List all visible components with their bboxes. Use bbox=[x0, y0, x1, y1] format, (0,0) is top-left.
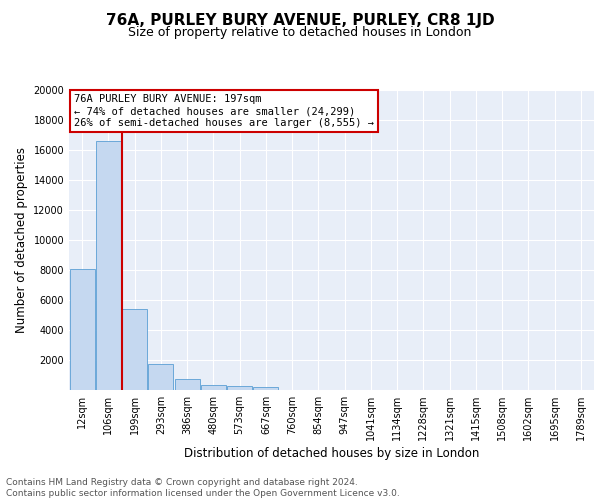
Text: 76A, PURLEY BURY AVENUE, PURLEY, CR8 1JD: 76A, PURLEY BURY AVENUE, PURLEY, CR8 1JD bbox=[106, 12, 494, 28]
Text: Size of property relative to detached houses in London: Size of property relative to detached ho… bbox=[128, 26, 472, 39]
Text: Contains HM Land Registry data © Crown copyright and database right 2024.
Contai: Contains HM Land Registry data © Crown c… bbox=[6, 478, 400, 498]
Bar bbox=[70, 268, 95, 390]
X-axis label: Distribution of detached houses by size in London: Distribution of detached houses by size … bbox=[184, 448, 479, 460]
Bar bbox=[175, 379, 200, 390]
Text: 76A PURLEY BURY AVENUE: 197sqm
← 74% of detached houses are smaller (24,299)
26%: 76A PURLEY BURY AVENUE: 197sqm ← 74% of … bbox=[74, 94, 374, 128]
Bar bbox=[201, 385, 226, 390]
Bar bbox=[227, 386, 252, 390]
Y-axis label: Number of detached properties: Number of detached properties bbox=[15, 147, 28, 333]
Bar bbox=[148, 364, 173, 390]
Bar bbox=[122, 309, 147, 390]
Bar bbox=[253, 387, 278, 390]
Bar bbox=[96, 141, 121, 390]
